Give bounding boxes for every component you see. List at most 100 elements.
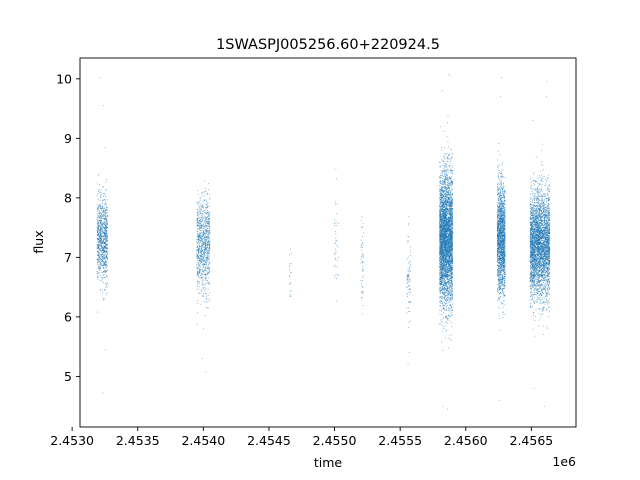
data-point (439, 198, 441, 200)
data-point (208, 249, 210, 251)
data-point (198, 201, 200, 203)
data-point (201, 238, 203, 240)
data-point (105, 264, 107, 266)
data-point (439, 225, 441, 227)
data-point (206, 253, 208, 254)
data-point (336, 300, 338, 302)
data-point (447, 184, 449, 186)
data-point (446, 179, 448, 181)
data-point (444, 284, 446, 286)
data-point (442, 244, 444, 246)
data-point (452, 314, 453, 316)
data-point (448, 244, 449, 246)
data-point (98, 225, 100, 227)
data-point (104, 238, 105, 240)
data-point (447, 156, 449, 158)
data-point (201, 261, 203, 263)
data-point (206, 257, 208, 259)
data-point (209, 197, 211, 199)
data-point (450, 181, 452, 183)
data-point (106, 239, 108, 241)
data-point (104, 254, 106, 255)
data-point (98, 238, 99, 240)
data-point (200, 248, 202, 250)
data-point (198, 222, 199, 224)
data-point (444, 275, 446, 277)
data-point (447, 217, 449, 218)
data-point (205, 252, 206, 254)
data-point (442, 219, 444, 221)
data-point (446, 256, 448, 257)
data-point (205, 257, 207, 259)
data-point (441, 194, 442, 196)
data-point (206, 213, 208, 215)
data-point (444, 243, 446, 245)
data-point (449, 255, 451, 257)
data-point (448, 255, 450, 256)
data-point (97, 217, 99, 218)
data-point (440, 226, 442, 228)
data-point (290, 263, 292, 265)
data-point (440, 214, 442, 215)
data-point (446, 301, 447, 303)
data-point (97, 214, 99, 216)
data-point (440, 237, 442, 238)
data-point (445, 220, 447, 222)
data-point (97, 214, 99, 216)
data-point (200, 278, 202, 279)
data-point (439, 230, 441, 232)
data-point (450, 255, 452, 257)
data-point (196, 217, 198, 219)
data-point (442, 180, 443, 182)
data-point (449, 258, 451, 260)
data-point (448, 276, 450, 278)
data-point (98, 235, 99, 236)
data-point (199, 226, 200, 228)
data-point (103, 238, 104, 240)
data-point (204, 227, 205, 229)
data-point (441, 250, 443, 252)
data-point (97, 261, 99, 262)
data-point (104, 222, 106, 224)
data-point (106, 240, 107, 241)
data-point (204, 254, 205, 256)
data-point (448, 237, 450, 239)
data-point (443, 261, 445, 263)
data-point (439, 323, 441, 324)
data-point (103, 193, 104, 194)
data-point (205, 264, 207, 266)
data-point (97, 253, 99, 255)
data-point (443, 248, 444, 249)
data-point (103, 267, 105, 269)
data-point (443, 234, 445, 236)
data-point (450, 208, 452, 209)
data-point (336, 259, 338, 261)
data-point (442, 186, 444, 188)
data-point (198, 217, 200, 219)
data-point (448, 202, 449, 204)
data-point (102, 230, 104, 232)
data-point (96, 195, 98, 196)
data-point (334, 254, 336, 256)
data-point (410, 301, 411, 302)
data-point (101, 240, 102, 242)
data-point (449, 261, 451, 263)
data-point (198, 292, 199, 294)
data-point (100, 233, 102, 235)
data-point (203, 239, 205, 241)
data-point (200, 252, 201, 254)
data-point (441, 159, 443, 161)
data-point (441, 239, 443, 241)
data-point (203, 226, 205, 227)
data-point (96, 230, 98, 232)
data-point (451, 279, 453, 281)
data-point (451, 310, 453, 311)
data-point (99, 226, 100, 228)
data-point (102, 211, 104, 213)
data-point (99, 241, 100, 243)
data-point (336, 178, 338, 180)
data-point (101, 202, 103, 204)
data-point (450, 284, 452, 286)
data-point (98, 258, 100, 260)
data-point (409, 289, 410, 291)
